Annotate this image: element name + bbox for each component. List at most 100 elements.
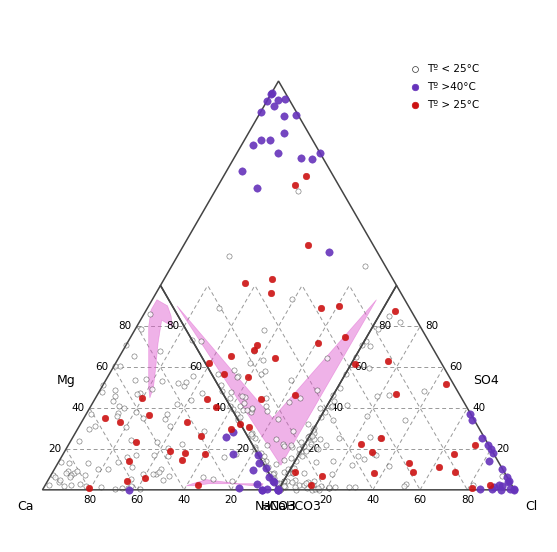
Text: 20: 20 [319,495,333,505]
Point [315,435,324,444]
Point [466,410,475,418]
Polygon shape [177,300,377,465]
Point [360,454,369,463]
Point [289,464,298,473]
Point [152,469,161,478]
Point [300,468,309,477]
Point [504,476,513,485]
Point [316,413,325,422]
Point [273,485,282,494]
Point [251,444,260,453]
Text: 60: 60 [130,495,144,505]
Point [329,416,338,424]
Text: Tº >40°C: Tº >40°C [427,82,476,92]
Point [354,452,363,460]
Point [178,439,187,448]
Point [144,410,153,419]
Point [256,369,265,378]
Point [132,451,141,460]
Text: 40: 40 [178,495,190,505]
Point [295,480,304,489]
Point [344,482,353,491]
Point [504,477,512,486]
Point [351,353,360,362]
Point [158,377,167,386]
Point [256,136,265,145]
Point [307,485,316,494]
Point [155,347,164,355]
Point [182,378,190,386]
Point [274,483,283,492]
Point [97,483,106,492]
Point [236,419,245,428]
Point [103,465,112,474]
Point [321,441,330,450]
Point [341,369,350,378]
Point [253,450,262,459]
Point [286,376,295,385]
Point [205,359,214,368]
Point [441,380,450,389]
Point [44,481,53,490]
Point [80,470,89,479]
Point [372,392,381,401]
Point [290,181,299,190]
Text: Na: Na [255,500,271,513]
Point [327,402,336,411]
Point [256,108,265,116]
Point [310,423,319,432]
Point [384,461,393,470]
Point [274,485,283,494]
Point [72,467,81,476]
Point [135,485,144,493]
Point [315,149,324,158]
Point [314,445,323,454]
Point [287,295,296,304]
Point [503,473,512,482]
Point [152,438,161,447]
Point [270,474,279,483]
Point [187,335,196,344]
Point [449,450,458,459]
Point [291,485,300,494]
Point [267,473,276,482]
Point [221,433,230,442]
Point [165,421,174,430]
Point [269,475,278,484]
Point [246,430,255,439]
Point [255,459,263,468]
Point [317,482,326,491]
Point [290,468,299,476]
Point [158,475,167,484]
Point [201,449,210,458]
Point [250,443,259,452]
Point [120,404,129,412]
Point [287,464,296,473]
Point [238,167,247,176]
Point [75,437,84,445]
Point [202,394,211,403]
Point [325,247,334,256]
Point [265,135,274,144]
Point [177,455,186,464]
Point [290,482,299,491]
Point [356,439,365,448]
Point [111,484,120,493]
Point [233,373,242,381]
Point [247,404,256,413]
Point [276,485,285,493]
Point [285,398,294,407]
Point [248,432,257,440]
Point [369,468,378,477]
Text: Tº < 25°C: Tº < 25°C [427,64,480,74]
Point [300,441,309,450]
Point [238,405,247,414]
Point [305,432,314,440]
Point [163,410,172,418]
Point [67,470,76,479]
Point [85,424,94,433]
Point [329,457,338,465]
Text: 40: 40 [331,403,344,413]
Point [256,449,265,458]
Point [97,388,106,396]
